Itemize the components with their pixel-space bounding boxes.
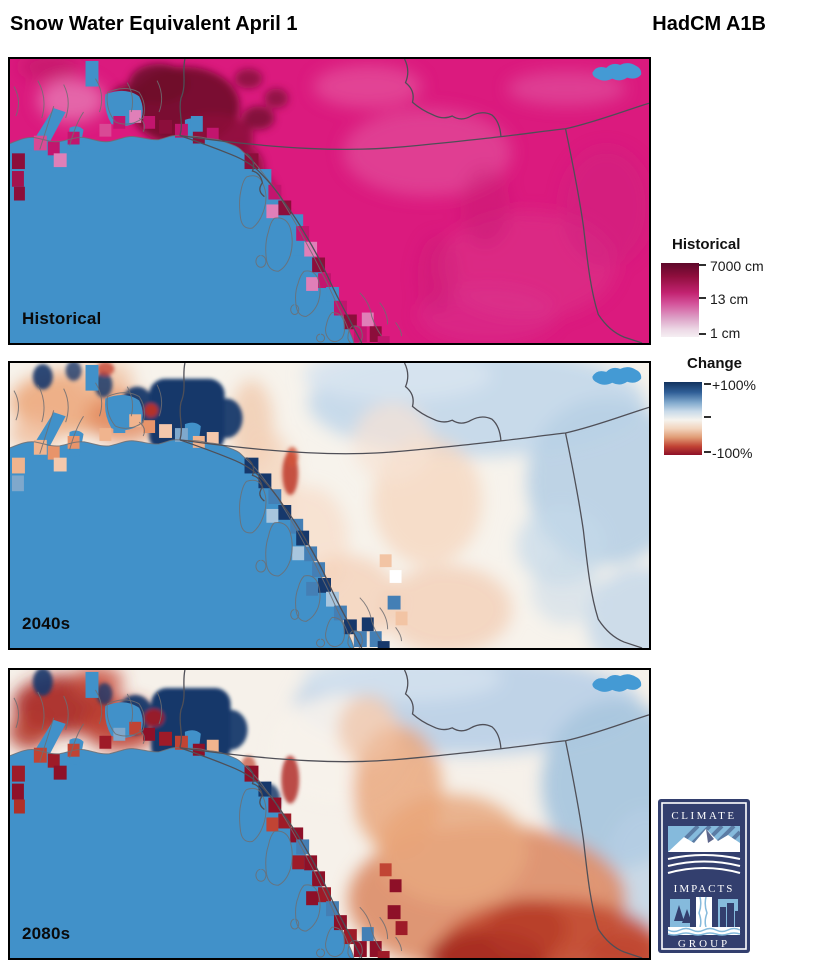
logo-waterfall-scene: [667, 896, 741, 936]
map-panel-2080s: 2080s: [8, 668, 651, 960]
page-title: Snow Water Equivalent April 1: [10, 13, 298, 35]
legend-historical-label-min: 1 cm: [710, 325, 741, 341]
map-historical: [10, 59, 649, 343]
panel-label-historical: Historical: [22, 309, 102, 328]
map-2080s: [10, 670, 649, 958]
map-panel-historical: Historical: [8, 57, 651, 345]
legend-historical-tick-top: [699, 264, 706, 266]
legend-change-tick-top: [704, 383, 711, 385]
legend-change-title: Change: [687, 355, 743, 372]
legend-historical-tick-middle: [699, 297, 706, 299]
model-scenario-label: HadCM A1B: [652, 13, 766, 35]
panel-label-2080s: 2080s: [22, 924, 71, 943]
climate-impacts-group-logo: CLIMATE IMPACTS GROUP: [658, 799, 750, 953]
legend-change-tick-bottom: [704, 451, 711, 453]
panel-label-2040s: 2040s: [22, 614, 71, 633]
map-2040s: [10, 363, 649, 648]
logo-word-group: GROUP: [678, 938, 730, 950]
legend-historical-title: Historical: [672, 236, 741, 253]
legend-historical-tick-bottom: [699, 333, 706, 335]
logo-word-impacts: IMPACTS: [674, 883, 735, 895]
legend-change-label-max: +100%: [712, 377, 756, 393]
legend-historical-label-mid: 13 cm: [710, 291, 749, 307]
legend-historical-label-max: 7000 cm: [710, 258, 764, 274]
map-panel-2040s: 2040s: [8, 361, 651, 650]
legend-historical-colorbar: [661, 263, 699, 337]
legend-change-colorbar: [664, 382, 702, 455]
logo-mountain-scene: [667, 824, 742, 874]
legend-change-tick-middle: [704, 416, 711, 418]
legend-change-label-min: -100%: [712, 445, 753, 461]
logo-word-climate: CLIMATE: [671, 810, 736, 822]
